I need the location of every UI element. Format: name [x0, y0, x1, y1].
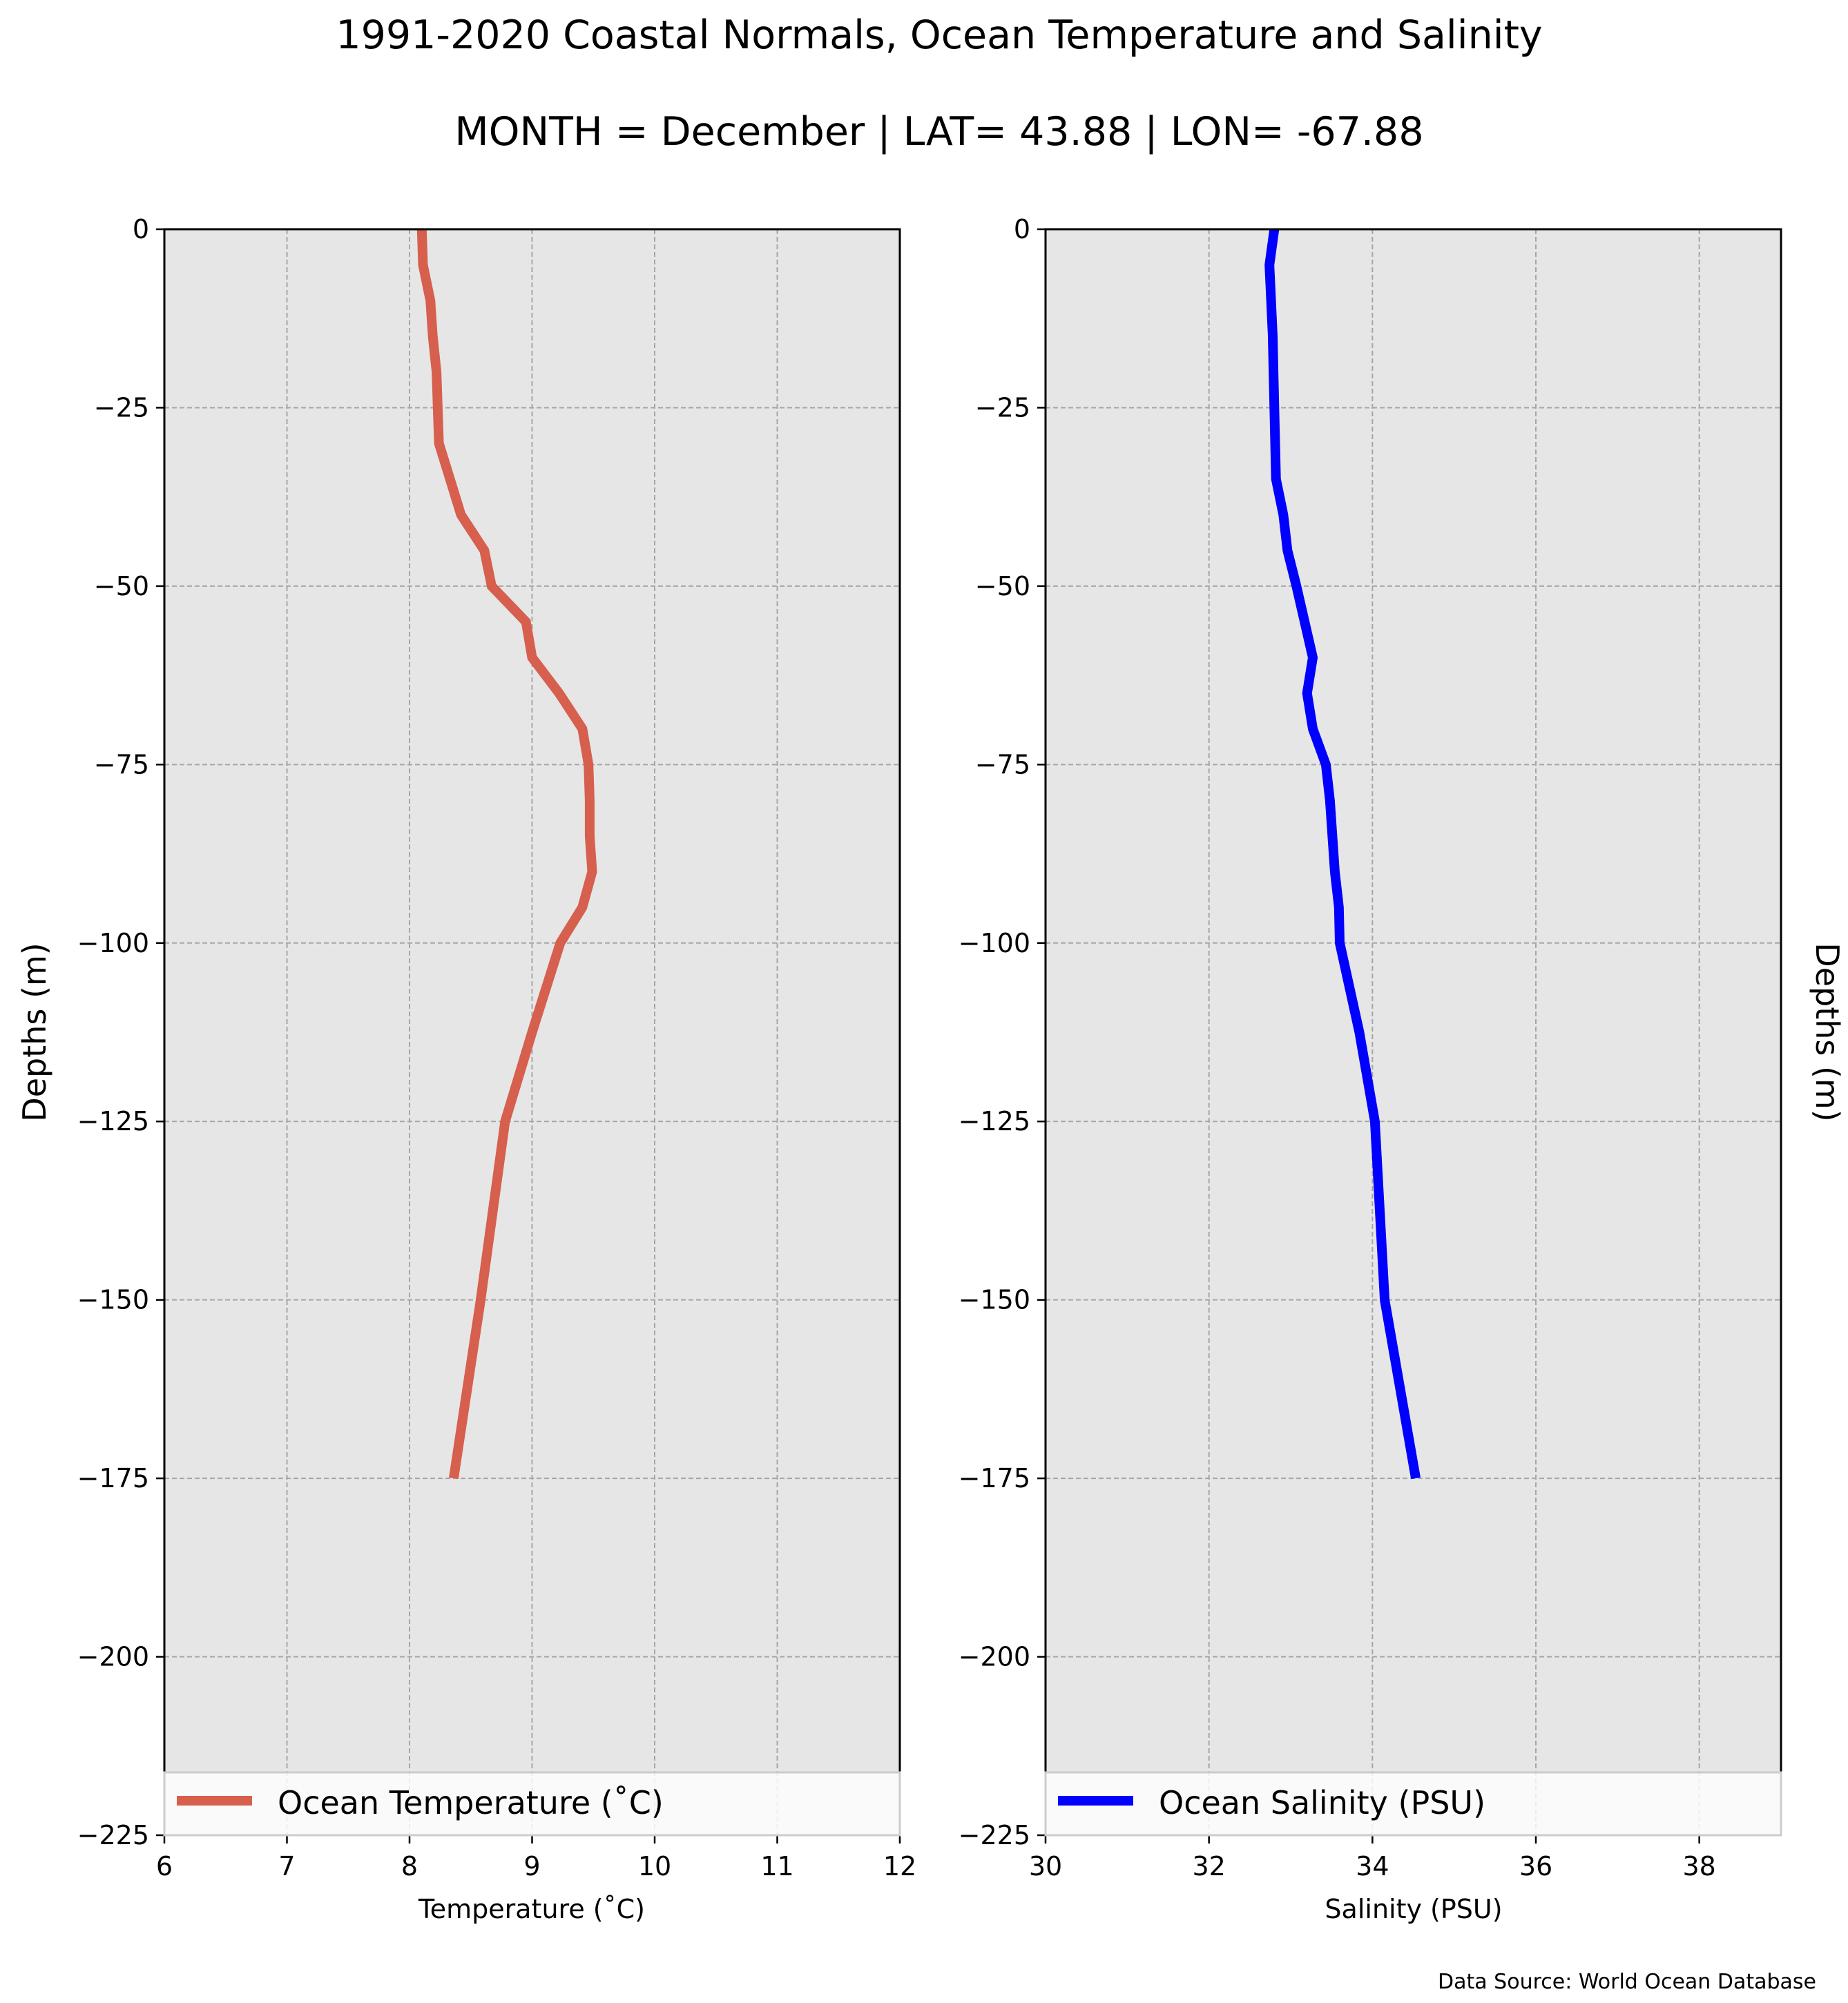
x-tick-label: 38	[1682, 1851, 1715, 1881]
x-tick-label: 34	[1356, 1851, 1389, 1881]
chart-subtitle: MONTH = December | LAT= 43.88 | LON= -67…	[454, 109, 1423, 155]
salinity-x-axis-label: Salinity (PSU)	[1325, 1894, 1502, 1924]
y-tick-label: −100	[959, 928, 1030, 958]
salinity-x-ticks: 30 32 34 36 38	[1029, 1835, 1716, 1881]
y-tick-label: −25	[94, 392, 149, 423]
y-tick-label: −75	[975, 749, 1030, 780]
chart-title: 1991-2020 Coastal Normals, Ocean Tempera…	[336, 12, 1542, 58]
y-tick-label: −150	[77, 1285, 149, 1315]
salinity-legend: Ocean Salinity (PSU)	[1044, 1771, 1782, 1837]
y-tick-label: −150	[959, 1285, 1030, 1315]
salinity-y-ticks: 0 −25 −50 −75 −100 −125 −150 −175 −200 −225	[959, 214, 1046, 1850]
temperature-series-line	[416, 229, 597, 1480]
y-tick-label: −200	[77, 1642, 149, 1672]
x-tick-label: 6	[156, 1851, 173, 1881]
legend-box	[1044, 1771, 1782, 1837]
x-tick-label: 30	[1029, 1851, 1062, 1881]
temperature-panel: 6 7 8 9 10 11 12 0 −25 −50 −75 −100 −125 −150 −175 −20…	[16, 214, 916, 1924]
x-tick-label: 12	[883, 1851, 916, 1881]
y-tick-label: −50	[975, 571, 1030, 601]
y-tick-label: −175	[77, 1463, 149, 1493]
x-tick-label: 11	[760, 1851, 793, 1881]
y-tick-label: −125	[959, 1106, 1030, 1136]
y-tick-label: −25	[975, 392, 1030, 423]
salinity-y-axis-label: Depths (m)	[1809, 942, 1846, 1121]
y-tick-label: −75	[94, 749, 149, 780]
temperature-x-axis-label: Temperature (˚C)	[418, 1894, 645, 1924]
y-tick-label: −225	[77, 1820, 149, 1850]
temperature-legend: Ocean Temperature (˚C)	[163, 1771, 901, 1837]
y-tick-label: −175	[959, 1463, 1030, 1493]
legend-label-temperature: Ocean Temperature (˚C)	[278, 1784, 664, 1821]
x-tick-label: 32	[1192, 1851, 1225, 1881]
x-tick-label: 10	[638, 1851, 671, 1881]
temperature-y-axis-label: Depths (m)	[16, 942, 53, 1121]
y-tick-label: −225	[959, 1820, 1030, 1850]
salinity-panel: 30 32 34 36 38 0 −25 −50 −75 −100 −125 −150 −175 −20…	[959, 214, 1846, 1924]
temperature-y-ticks: 0 −25 −50 −75 −100 −125 −150 −175 −200 −225	[77, 214, 164, 1850]
y-tick-label: −100	[77, 928, 149, 958]
salinity-series-line	[1264, 229, 1421, 1480]
legend-label-salinity: Ocean Salinity (PSU)	[1159, 1784, 1485, 1821]
x-tick-label: 8	[401, 1851, 418, 1881]
y-tick-label: −125	[77, 1106, 149, 1136]
y-tick-label: −200	[959, 1642, 1030, 1672]
data-source-note: Data Source: World Ocean Database	[1438, 1970, 1816, 1994]
x-tick-label: 36	[1519, 1851, 1552, 1881]
y-tick-label: −50	[94, 571, 149, 601]
x-tick-label: 9	[523, 1851, 540, 1881]
y-tick-label: 0	[133, 214, 149, 244]
x-tick-label: 7	[278, 1851, 295, 1881]
salinity-plot-area	[1046, 229, 1781, 1835]
y-tick-label: 0	[1014, 214, 1030, 244]
temperature-x-ticks: 6 7 8 9 10 11 12	[156, 1835, 916, 1881]
legend-box	[163, 1771, 901, 1837]
